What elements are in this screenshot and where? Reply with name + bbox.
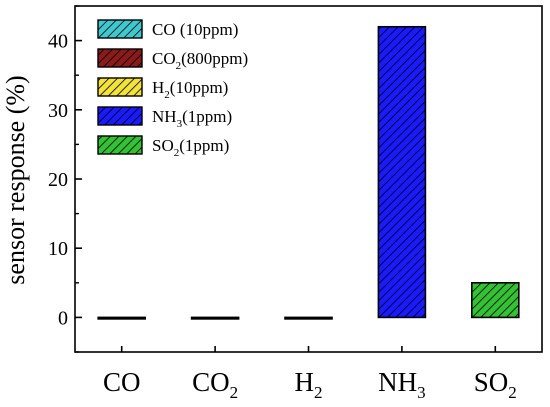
bar-so2: [470, 281, 520, 319]
legend-label: CO (10ppm): [152, 20, 238, 39]
legend-swatch: [97, 135, 143, 155]
x-tick-label: SO2: [474, 367, 517, 402]
axes-layer: 0 10 20 30 40 CO CO2 H2 NH3 SO2: [48, 5, 517, 402]
legend-swatch: [97, 77, 143, 97]
legend-swatch: [97, 106, 143, 126]
bar-nh3: [377, 25, 427, 319]
legend-swatch: [97, 48, 143, 68]
y-tick-label: 10: [48, 238, 68, 260]
legend-label: NH3(1ppm): [152, 107, 232, 130]
x-tick-label: NH3: [378, 367, 426, 402]
legend-label: H2(10ppm): [152, 78, 228, 101]
bars-layer: [97, 25, 520, 320]
bar-co2: [190, 316, 240, 320]
legend-swatch: [97, 19, 143, 39]
y-tick-label: 0: [58, 307, 68, 329]
y-tick-label: 30: [48, 100, 68, 122]
legend: CO (10ppm) CO2(800ppm) H2(10ppm) NH3(1ppm) S…: [97, 19, 248, 159]
legend-label: SO2(1ppm): [152, 136, 229, 159]
y-tick-label: 40: [48, 31, 68, 53]
y-axis-label: sensor response (%): [1, 75, 30, 284]
x-tick-label: CO: [103, 367, 141, 397]
x-tick-label: H2: [295, 367, 323, 402]
y-tick-label: 20: [48, 169, 68, 191]
bar-co: [97, 316, 146, 320]
x-tick-label: CO2: [192, 367, 238, 402]
bar-h2: [284, 316, 333, 320]
legend-label: CO2(800ppm): [152, 49, 248, 72]
